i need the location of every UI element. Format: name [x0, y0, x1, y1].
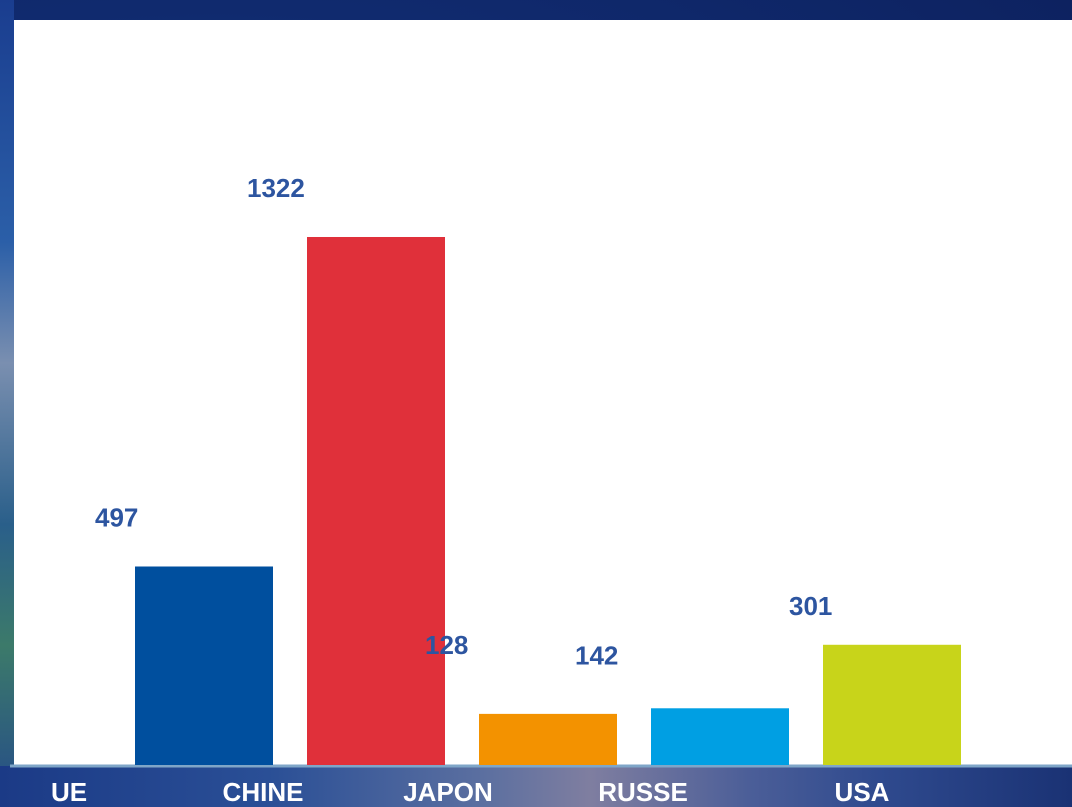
value-label-chine: 1322	[247, 173, 305, 203]
background-left-edge	[0, 0, 14, 807]
value-label-russe: 142	[575, 640, 618, 670]
category-label-japon: JAPON	[403, 777, 493, 807]
background-bottom-band	[0, 766, 1072, 807]
bar-chine	[307, 236, 445, 766]
category-label-ue: UE	[51, 777, 87, 807]
bar-usa	[823, 644, 961, 765]
category-label-chine: CHINE	[223, 777, 304, 807]
value-label-ue: 497	[95, 502, 138, 532]
value-label-usa: 301	[789, 591, 832, 621]
bar-ue	[135, 566, 273, 765]
category-labels-group: UE CHINE JAPON RUSSE USA	[51, 777, 890, 807]
bars-group	[135, 236, 961, 766]
bar-japon	[479, 713, 617, 765]
bar-russe	[651, 708, 789, 765]
category-label-russe: RUSSE	[598, 777, 688, 807]
category-label-usa: USA	[835, 777, 890, 807]
value-label-japon: 128	[425, 630, 468, 660]
value-labels-group: 497 1322 128 142 301	[95, 173, 832, 670]
